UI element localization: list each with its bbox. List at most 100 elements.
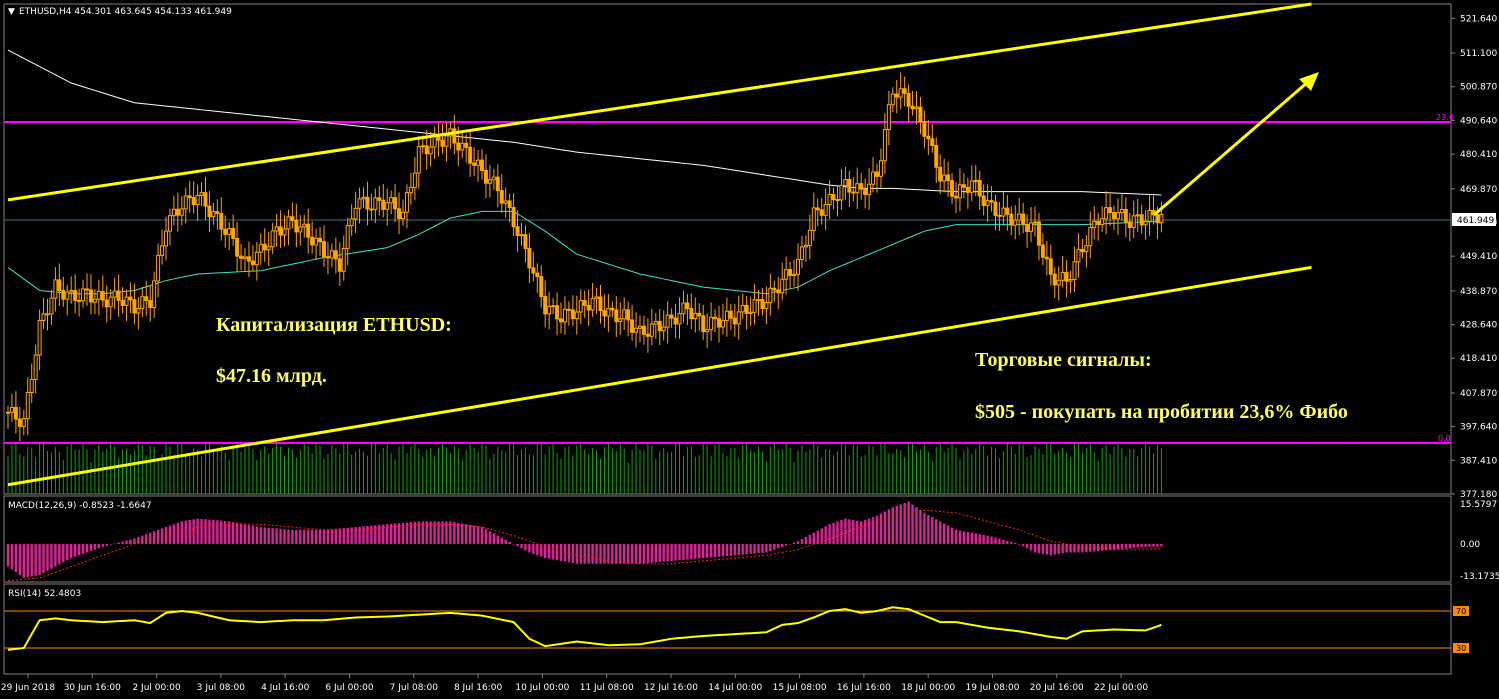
candle-body bbox=[930, 138, 935, 146]
volume-bars bbox=[7, 441, 1162, 494]
candle-body bbox=[1005, 207, 1010, 215]
main-chart-title: ETHUSD,H4 454.301 463.645 454.133 461.94… bbox=[19, 7, 232, 17]
macd-bar bbox=[338, 528, 341, 544]
macd-bar bbox=[923, 512, 926, 544]
candle-body bbox=[1143, 220, 1148, 226]
price-tick-label: 397.640 bbox=[1460, 423, 1497, 433]
macd-bar bbox=[1144, 544, 1147, 547]
candle-body bbox=[404, 192, 409, 213]
candle-body bbox=[630, 319, 635, 333]
candle-body bbox=[179, 208, 184, 216]
candle-body bbox=[29, 378, 34, 394]
macd-bar bbox=[176, 522, 180, 544]
rsi-tag bbox=[1453, 643, 1469, 653]
candle-body bbox=[258, 243, 263, 253]
time-tick-label: 22 Jul 00:00 bbox=[1094, 683, 1148, 693]
fibonacci-levels[interactable] bbox=[4, 121, 1451, 444]
macd-bar bbox=[1081, 544, 1084, 553]
candle-body bbox=[511, 207, 516, 228]
macd-bar bbox=[291, 529, 294, 544]
macd-bar bbox=[816, 530, 819, 544]
macd-bar bbox=[852, 519, 855, 544]
macd-bar bbox=[931, 517, 934, 544]
macd-bar bbox=[571, 544, 575, 564]
macd-bar bbox=[863, 519, 867, 544]
macd-bar bbox=[113, 543, 116, 545]
candle-body bbox=[744, 304, 749, 314]
macd-tick-label: -13.1735 bbox=[1460, 572, 1499, 582]
candle-body bbox=[1048, 258, 1053, 275]
macd-bar bbox=[1085, 544, 1088, 553]
macd-bar bbox=[1112, 544, 1116, 550]
macd-bar bbox=[62, 544, 65, 563]
candle-body bbox=[45, 313, 50, 316]
candle-body bbox=[543, 296, 548, 315]
candle-body bbox=[401, 211, 405, 219]
macd-bar bbox=[796, 541, 800, 544]
macd-bar bbox=[1057, 544, 1060, 554]
candle-body bbox=[590, 297, 595, 311]
candle-body bbox=[246, 256, 251, 262]
macd-bar bbox=[694, 544, 697, 559]
price-tick-label: 387.410 bbox=[1460, 456, 1497, 466]
candle-body bbox=[472, 162, 477, 166]
macd-bar bbox=[326, 529, 330, 544]
macd-bar bbox=[10, 544, 14, 570]
candlesticks bbox=[6, 72, 1164, 442]
macd-bar bbox=[804, 536, 808, 544]
time-tick-label: 12 Jul 16:00 bbox=[644, 683, 698, 693]
candle-body bbox=[333, 250, 338, 260]
macd-bar bbox=[299, 529, 302, 544]
macd-bar bbox=[66, 544, 69, 561]
macd-bar bbox=[279, 528, 282, 544]
candle-body bbox=[1119, 208, 1124, 214]
candle-body bbox=[594, 296, 599, 299]
rsi-line bbox=[7, 606, 1162, 651]
buy-arrow-shaft[interactable] bbox=[1153, 79, 1310, 217]
macd-bar bbox=[939, 521, 942, 544]
macd-bar bbox=[310, 529, 314, 544]
candle-body bbox=[57, 279, 62, 291]
macd-bar bbox=[994, 537, 997, 544]
macd-bar bbox=[70, 544, 73, 559]
candle-body bbox=[756, 299, 761, 302]
macd-bar bbox=[820, 528, 823, 544]
macd-bar bbox=[579, 544, 582, 564]
channel-upper-line[interactable] bbox=[7, 2, 1312, 202]
macd-bar bbox=[848, 519, 851, 544]
macd-bar bbox=[235, 522, 239, 544]
candle-body bbox=[922, 121, 927, 137]
macd-bar bbox=[247, 524, 251, 544]
macd-bar bbox=[1136, 544, 1139, 548]
candle-body bbox=[195, 195, 200, 206]
macd-bar bbox=[717, 544, 721, 557]
channel-lower-line[interactable] bbox=[7, 265, 1312, 487]
macd-bar bbox=[674, 544, 677, 561]
candle-body bbox=[365, 196, 370, 210]
macd-bar bbox=[615, 544, 618, 564]
macd-bar bbox=[666, 544, 669, 562]
price-tick-label: 438.870 bbox=[1460, 287, 1497, 297]
candle-body bbox=[329, 250, 334, 259]
candle-body bbox=[547, 305, 552, 315]
macd-bar bbox=[461, 523, 464, 544]
candle-body bbox=[875, 171, 879, 177]
price-tick-label: 418.410 bbox=[1460, 354, 1497, 364]
candle-body bbox=[211, 211, 216, 218]
candle-body bbox=[954, 195, 958, 199]
macd-bar bbox=[152, 531, 156, 544]
macd-bar bbox=[547, 544, 551, 559]
macd-bar bbox=[1108, 544, 1112, 551]
dropdown-triangle-icon[interactable]: ▼ bbox=[8, 7, 15, 17]
macd-bar bbox=[682, 544, 685, 560]
rsi-tick-label: 70 bbox=[1456, 607, 1466, 616]
candle-body bbox=[523, 234, 528, 249]
candle-body bbox=[859, 183, 864, 190]
macd-bar bbox=[465, 524, 468, 544]
candle-body bbox=[361, 196, 366, 200]
candle-body bbox=[294, 219, 299, 233]
macd-bar bbox=[425, 521, 428, 544]
macd-bar bbox=[1029, 544, 1033, 551]
candle-body bbox=[37, 319, 42, 356]
